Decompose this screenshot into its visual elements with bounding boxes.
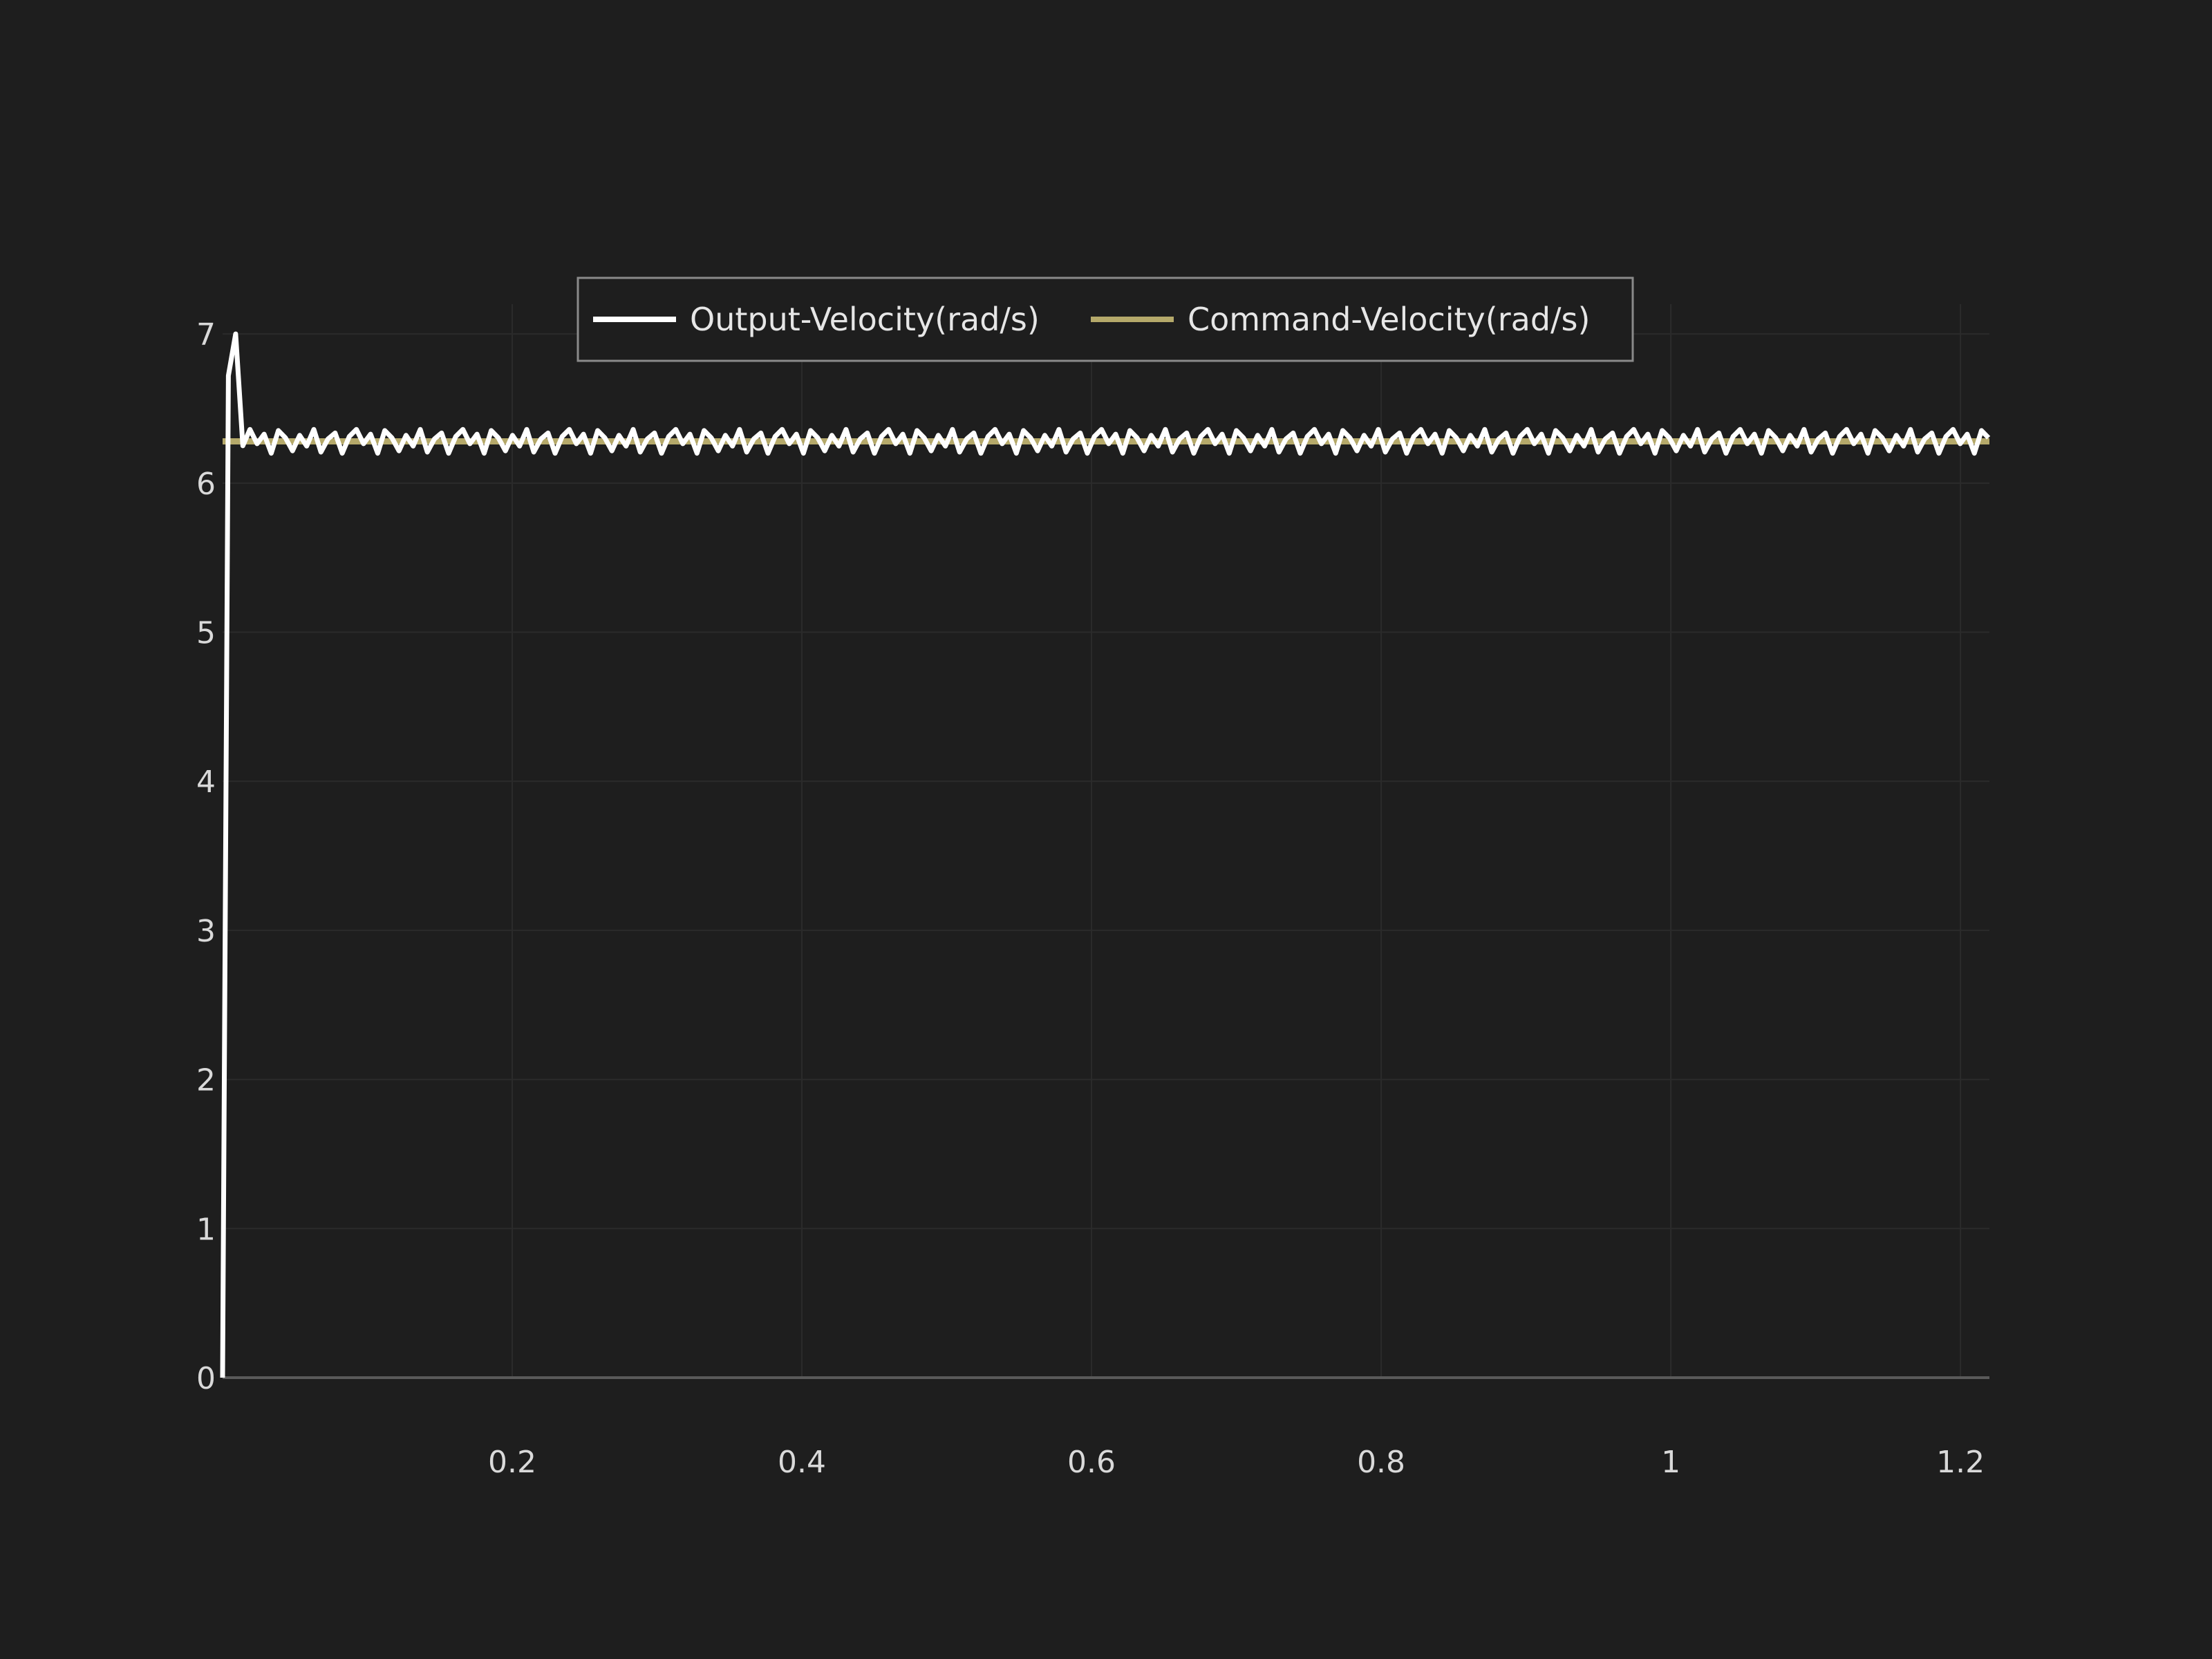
x-tick-label: 0.4 (778, 1445, 826, 1480)
y-tick-label: 2 (196, 1063, 216, 1098)
legend-label-command-velocity: Command-Velocity(rad/s) (1188, 301, 1590, 338)
y-tick-label: 6 (196, 467, 216, 502)
y-tick-label: 3 (196, 914, 216, 949)
grid-lines (223, 304, 1989, 1378)
legend: Output-Velocity(rad/s) Command-Velocity(… (577, 276, 1634, 362)
series-line-output-velocity (220, 331, 1991, 1378)
tick-labels: 0 1 2 3 4 5 6 7 0.2 0.4 0.6 0.8 1 1.2 (196, 317, 1985, 1480)
y-tick-label: 5 (196, 616, 216, 651)
y-tick-label: 1 (196, 1212, 216, 1247)
x-tick-label: 0.2 (488, 1445, 536, 1480)
y-tick-label: 4 (196, 765, 216, 800)
y-tick-label: 0 (196, 1361, 216, 1396)
x-tick-label: 0.6 (1067, 1445, 1116, 1480)
y-tick-label: 7 (196, 317, 216, 353)
legend-label-output-velocity: Output-Velocity(rad/s) (690, 301, 1040, 338)
x-tick-label: 1.2 (1936, 1445, 1985, 1480)
x-tick-label: 0.8 (1357, 1445, 1405, 1480)
x-tick-label: 1 (1661, 1445, 1680, 1480)
series-lines (220, 331, 1991, 1378)
